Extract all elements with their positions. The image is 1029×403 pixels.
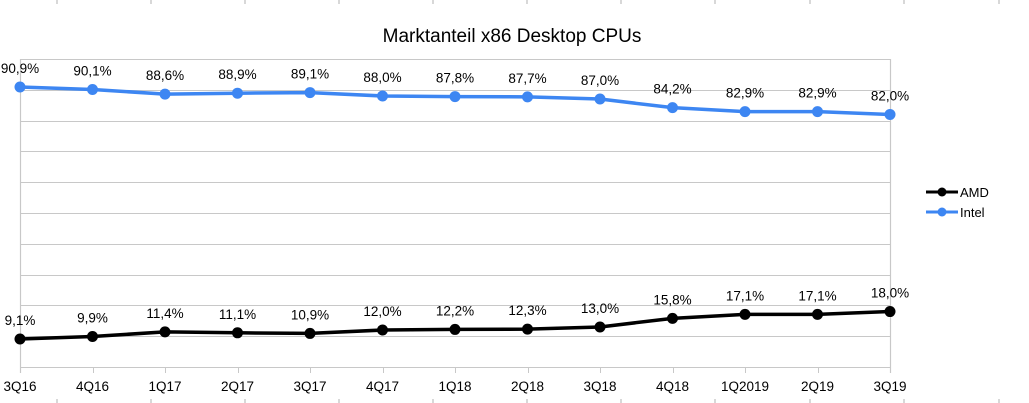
- data-label: 90,1%: [73, 63, 111, 78]
- data-label: 9,1%: [5, 313, 36, 328]
- data-label: 15,8%: [653, 292, 691, 307]
- data-label: 13,0%: [581, 301, 619, 316]
- data-label: 12,3%: [508, 303, 546, 318]
- data-point: [449, 91, 461, 103]
- data-label: 11,1%: [219, 307, 256, 322]
- data-point: [159, 326, 171, 338]
- x-tick-label: 2Q19: [801, 379, 834, 394]
- data-point: [232, 327, 243, 339]
- x-tick-label: 4Q16: [76, 379, 109, 394]
- series-amd: 9,1% 9,9% 11,4% 11,1% 10,9% 12,0% 12,2% 12,3% 13…: [5, 286, 909, 345]
- data-label: 90,9%: [1, 61, 39, 76]
- data-point: [739, 106, 751, 118]
- data-point: [87, 331, 98, 343]
- data-point: [232, 87, 243, 99]
- x-tick-label: 3Q17: [293, 379, 326, 394]
- data-label: 11,4%: [146, 306, 183, 321]
- x-tick-label: 4Q18: [656, 379, 689, 394]
- data-point: [449, 323, 461, 335]
- data-point: [812, 106, 823, 118]
- x-tick-label: 3Q19: [873, 379, 906, 394]
- x-tick-label: 3Q18: [583, 379, 616, 394]
- data-label: 88,6%: [146, 68, 184, 83]
- legend-item-amd: AMD: [926, 185, 989, 200]
- data-point: [522, 323, 533, 335]
- data-point: [667, 102, 678, 114]
- x-tick-label: 4Q17: [366, 379, 399, 394]
- chart-title: Marktanteil x86 Desktop CPUs: [383, 26, 642, 47]
- legend-label: AMD: [960, 185, 989, 200]
- data-point: [377, 324, 388, 336]
- legend-item-intel: Intel: [926, 205, 985, 220]
- legend-marker: [937, 207, 947, 217]
- data-point: [304, 327, 316, 339]
- spreadsheet-cell-grid: [56, 0, 1000, 403]
- series-layer: 9,1% 9,9% 11,4% 11,1% 10,9% 12,0% 12,2% 12,3% 13…: [1, 61, 909, 345]
- data-label: 88,9%: [218, 67, 256, 82]
- data-label: 82,9%: [726, 86, 764, 101]
- data-point: [884, 306, 896, 318]
- data-point: [884, 108, 896, 120]
- x-tick-label: 1Q17: [148, 379, 181, 394]
- data-label: 12,2%: [436, 303, 474, 318]
- series-intel: 90,9% 90,1% 88,6% 88,9% 89,1% 88,0% 87,8% 87,7%…: [1, 61, 909, 120]
- x-axis-ticks: 3Q16 4Q16 1Q17 2Q17 3Q17 4Q17 1Q18 2Q18 3Q18 4Q18…: [3, 367, 907, 394]
- data-label: 17,1%: [798, 288, 836, 303]
- x-tick-label: 2Q18: [511, 379, 544, 394]
- data-point: [14, 333, 26, 345]
- data-label: 82,0%: [871, 88, 909, 103]
- data-label: 87,8%: [436, 71, 474, 86]
- data-label: 82,9%: [798, 86, 836, 101]
- x-tick-label: 2Q17: [221, 379, 254, 394]
- data-label: 88,0%: [363, 70, 401, 85]
- data-label: 87,7%: [508, 71, 546, 86]
- data-label: 9,9%: [77, 311, 108, 326]
- legend-label: Intel: [960, 205, 985, 220]
- data-point: [87, 83, 98, 95]
- data-point: [739, 308, 751, 320]
- data-point: [594, 93, 606, 105]
- data-point: [812, 308, 823, 320]
- data-label: 84,2%: [653, 82, 691, 97]
- data-point: [159, 88, 171, 100]
- data-label: 89,1%: [291, 67, 329, 82]
- data-label: 12,0%: [363, 304, 401, 319]
- data-point: [377, 90, 388, 102]
- data-label: 18,0%: [871, 286, 909, 301]
- data-point: [14, 81, 26, 93]
- legend-marker: [937, 187, 947, 197]
- data-label: 10,9%: [291, 307, 329, 322]
- x-tick-label: 1Q18: [438, 379, 471, 394]
- y-gridlines: [20, 59, 890, 368]
- data-point: [522, 91, 533, 103]
- x-tick-label: 3Q16: [3, 379, 36, 394]
- data-point: [594, 321, 606, 333]
- legend: AMD Intel: [926, 185, 989, 220]
- data-point: [667, 312, 678, 324]
- data-label: 17,1%: [726, 288, 764, 303]
- data-label: 87,0%: [581, 73, 619, 88]
- x-tick-label: 1Q2019: [721, 379, 769, 394]
- data-point: [304, 87, 316, 99]
